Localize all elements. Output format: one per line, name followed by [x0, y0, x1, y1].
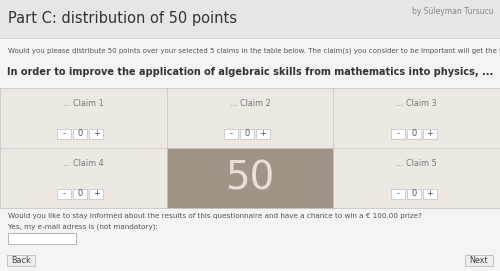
- FancyBboxPatch shape: [422, 189, 436, 199]
- Bar: [8, 233, 76, 244]
- Text: Part C: distribution of 50 points: Part C: distribution of 50 points: [8, 11, 237, 27]
- FancyBboxPatch shape: [58, 129, 71, 139]
- Bar: [0, 88, 500, 208]
- FancyBboxPatch shape: [74, 129, 88, 139]
- FancyBboxPatch shape: [90, 129, 104, 139]
- Text: 0: 0: [411, 189, 416, 198]
- FancyBboxPatch shape: [90, 189, 104, 199]
- Text: -: -: [230, 130, 232, 138]
- Text: +: +: [426, 130, 433, 138]
- Text: ... Claim 2: ... Claim 2: [230, 99, 270, 108]
- Text: +: +: [426, 189, 433, 198]
- Text: 0: 0: [411, 130, 416, 138]
- Text: Back: Back: [11, 256, 31, 265]
- Text: +: +: [93, 189, 100, 198]
- Text: 50: 50: [226, 159, 274, 197]
- Bar: [334, 148, 500, 208]
- FancyBboxPatch shape: [7, 255, 35, 266]
- Bar: [0, 148, 166, 208]
- Text: ... Claim 4: ... Claim 4: [63, 159, 104, 168]
- Bar: [166, 88, 334, 148]
- FancyBboxPatch shape: [406, 189, 420, 199]
- Bar: [0, 0, 500, 38]
- Bar: [0, 88, 166, 148]
- Text: +: +: [260, 130, 266, 138]
- Text: -: -: [396, 130, 399, 138]
- Text: ... Claim 3: ... Claim 3: [396, 99, 437, 108]
- Bar: [334, 88, 500, 148]
- Text: by Süleyman Tursucu: by Süleyman Tursucu: [412, 7, 494, 16]
- Text: In order to improve the application of algebraic skills from mathematics into ph: In order to improve the application of a…: [7, 67, 493, 77]
- Text: 0: 0: [78, 189, 83, 198]
- FancyBboxPatch shape: [58, 189, 71, 199]
- Text: Yes, my e-mail adress is (not mandatory):: Yes, my e-mail adress is (not mandatory)…: [8, 223, 158, 230]
- Text: ... Claim 5: ... Claim 5: [396, 159, 437, 168]
- FancyBboxPatch shape: [406, 129, 420, 139]
- FancyBboxPatch shape: [256, 129, 270, 139]
- Text: Would you please distribute 50 points over your selected 5 claims in the table b: Would you please distribute 50 points ov…: [8, 47, 500, 53]
- FancyBboxPatch shape: [224, 129, 238, 139]
- Text: +: +: [93, 130, 100, 138]
- Text: 0: 0: [78, 130, 83, 138]
- FancyBboxPatch shape: [422, 129, 436, 139]
- FancyBboxPatch shape: [390, 189, 404, 199]
- Text: Next: Next: [470, 256, 488, 265]
- Text: -: -: [63, 130, 66, 138]
- FancyBboxPatch shape: [390, 129, 404, 139]
- FancyBboxPatch shape: [465, 255, 493, 266]
- FancyBboxPatch shape: [74, 189, 88, 199]
- Text: Would you like to stay informed about the results of this questionnaire and have: Would you like to stay informed about th…: [8, 213, 422, 219]
- Bar: [166, 148, 334, 208]
- Text: 0: 0: [244, 130, 250, 138]
- Text: ... Claim 1: ... Claim 1: [63, 99, 104, 108]
- FancyBboxPatch shape: [240, 129, 254, 139]
- Text: -: -: [63, 189, 66, 198]
- Text: -: -: [396, 189, 399, 198]
